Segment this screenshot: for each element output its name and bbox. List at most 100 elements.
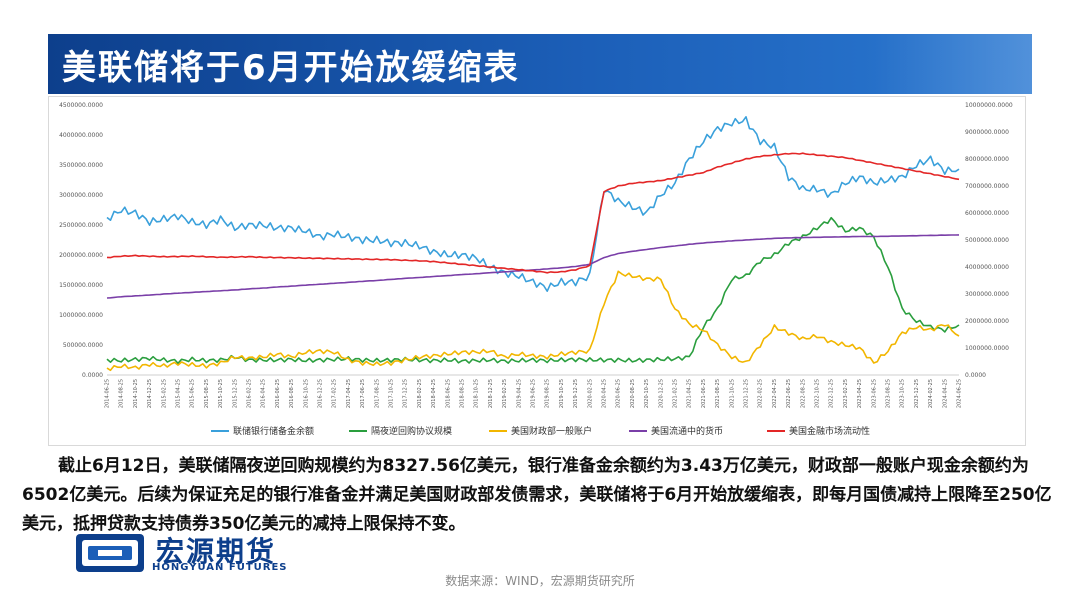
x-axis-tick-label: 2023-06-25 (871, 379, 877, 408)
x-axis-tick-label: 2021-06-25 (701, 379, 707, 408)
x-axis-tick-label: 2016-06-25 (275, 379, 281, 408)
x-axis-tick-label: 2017-08-25 (374, 379, 380, 408)
left-axis-tick-label: 2000000.0000 (59, 252, 103, 259)
logo-english: HONGYUAN FUTURES (152, 562, 288, 573)
left-axis-tick-label: 500000.0000 (63, 342, 103, 349)
x-axis-tick-label: 2019-04-25 (516, 379, 522, 408)
x-axis-tick-label: 2018-04-25 (431, 379, 437, 408)
x-axis-tick-label: 2023-08-25 (886, 379, 892, 408)
x-axis-tick-label: 2020-04-25 (602, 379, 608, 408)
x-axis-tick-label: 2020-06-25 (616, 379, 622, 408)
x-axis-tick-label: 2022-04-25 (772, 379, 778, 408)
x-axis-tick-label: 2017-06-25 (360, 379, 366, 408)
body-text: 截止6月12日，美联储隔夜逆回购规模约为8327.56亿美元，银行准备金余额约为… (22, 452, 1062, 539)
x-axis-tick-label: 2015-06-25 (190, 379, 196, 408)
series-line-隔夜逆回购协议规模 (106, 216, 960, 365)
x-axis-tick-label: 2017-10-25 (389, 379, 395, 408)
right-axis-tick-label: 8000000.0000 (965, 156, 1009, 163)
right-axis-tick-label: 4000000.0000 (965, 264, 1009, 271)
x-axis-tick-label: 2014-10-25 (133, 379, 139, 408)
right-axis-tick-label: 9000000.0000 (965, 129, 1009, 136)
x-axis-tick-label: 2016-10-25 (303, 379, 309, 408)
title-banner: 美联储将于6月开始放缓缩表 (48, 34, 1032, 94)
right-axis-tick-label: 7000000.0000 (965, 183, 1009, 190)
x-axis-tick-label: 2019-10-25 (559, 379, 565, 408)
x-axis-tick-label: 2021-08-25 (715, 379, 721, 408)
legend-label: 美国财政部一般账户 (511, 425, 592, 437)
liquidity-chart: 0.0000 500000.0000 1000000.0000 1500000.000… (59, 102, 1013, 437)
x-axis-tick-label: 2015-12-25 (232, 379, 238, 408)
x-axis-tick-label: 2022-08-25 (800, 379, 806, 408)
x-axis-tick-label: 2015-10-25 (218, 379, 224, 408)
x-axis-tick-label: 2019-12-25 (573, 379, 579, 408)
page-title: 美联储将于6月开始放缓缩表 (62, 48, 520, 88)
legend-label: 美国流通中的货币 (651, 425, 723, 437)
left-axis-tick-label: 4000000.0000 (59, 132, 103, 139)
x-axis-tick-label: 2017-12-25 (403, 379, 409, 408)
x-axis-tick-label: 2023-10-25 (900, 379, 906, 408)
x-axis-tick-label: 2020-12-25 (658, 379, 664, 408)
right-axis-tick-label: 10000000.0000 (965, 102, 1013, 109)
left-axis-tick-label: 0.0000 (82, 372, 103, 379)
x-axis-tick-label: 2021-10-25 (729, 379, 735, 408)
right-axis-tick-label: 1000000.0000 (965, 345, 1009, 352)
x-axis-tick-label: 2014-06-25 (105, 379, 111, 408)
x-axis-tick-label: 2023-02-25 (843, 379, 849, 408)
x-axis-tick-label: 2016-02-25 (247, 379, 253, 408)
series-line-美国财政部一般账户 (106, 270, 960, 372)
legend-label: 隔夜逆回购协议规模 (371, 425, 452, 437)
banner-decoration (872, 34, 1032, 94)
x-axis-tick-label: 2022-12-25 (829, 379, 835, 408)
x-axis-tick-label: 2018-08-25 (460, 379, 466, 408)
left-axis-tick-label: 1000000.0000 (59, 312, 103, 319)
x-axis-tick-label: 2018-06-25 (445, 379, 451, 408)
left-axis-tick-label: 3000000.0000 (59, 192, 103, 199)
x-axis-tick-label: 2021-12-25 (744, 379, 750, 408)
hongyuan-logo-icon (76, 534, 144, 572)
legend-label: 美国金融市场流动性 (789, 425, 870, 437)
x-axis-tick-label: 2019-08-25 (545, 379, 551, 408)
x-axis-tick-label: 2024-04-25 (942, 379, 948, 408)
chart-container: 0.0000 500000.0000 1000000.0000 1500000.000… (48, 96, 1026, 446)
x-axis-tick-label: 2018-12-25 (488, 379, 494, 408)
x-axis-tick-label: 2021-04-25 (687, 379, 693, 408)
left-axis-tick-label: 4500000.0000 (59, 102, 103, 109)
x-axis-tick-label: 2018-10-25 (474, 379, 480, 408)
series-line-美国流通中的货币 (106, 234, 960, 299)
series-line-联储银行储备金余额 (106, 115, 960, 292)
x-axis-tick-label: 2017-02-25 (332, 379, 338, 408)
right-axis-tick-label: 2000000.0000 (965, 318, 1009, 325)
x-axis-tick-label: 2015-02-25 (161, 379, 167, 408)
data-source: 数据来源：WIND，宏源期货研究所 (445, 574, 635, 588)
x-axis-tick-label: 2022-06-25 (786, 379, 792, 408)
x-axis-tick-label: 2016-04-25 (261, 379, 267, 408)
company-logo: 宏源期货 HONGYUAN FUTURES (74, 528, 314, 578)
left-axis-tick-label: 2500000.0000 (59, 222, 103, 229)
x-axis-tick-label: 2020-08-25 (630, 379, 636, 408)
legend-label: 联储银行储备金余额 (233, 425, 314, 437)
x-axis-tick-label: 2020-02-25 (587, 379, 593, 408)
left-axis-tick-label: 3500000.0000 (59, 162, 103, 169)
x-axis-tick-label: 2014-12-25 (147, 379, 153, 408)
right-axis-tick-label: 0.0000 (965, 372, 986, 379)
x-axis-tick-label: 2016-12-25 (318, 379, 324, 408)
x-axis-tick-label: 2022-02-25 (758, 379, 764, 408)
x-axis-tick-label: 2017-04-25 (346, 379, 352, 408)
x-axis-tick-label: 2024-02-25 (928, 379, 934, 408)
x-axis-tick-label: 2019-06-25 (531, 379, 537, 408)
x-axis-tick-label: 2016-08-25 (289, 379, 295, 408)
series-line-美国金融市场流动性 (106, 152, 960, 274)
x-axis-tick-label: 2014-08-25 (119, 379, 125, 408)
right-axis-tick-label: 6000000.0000 (965, 210, 1009, 217)
x-axis-tick-label: 2015-04-25 (176, 379, 182, 408)
x-axis-tick-label: 2022-10-25 (815, 379, 821, 408)
x-axis-tick-label: 2018-02-25 (417, 379, 423, 408)
x-axis-tick-label: 2021-02-25 (673, 379, 679, 408)
x-axis-tick-label: 2023-12-25 (914, 379, 920, 408)
right-axis-tick-label: 3000000.0000 (965, 291, 1009, 298)
left-axis-tick-label: 1500000.0000 (59, 282, 103, 289)
x-axis-tick-label: 2020-10-25 (644, 379, 650, 408)
x-axis-tick-label: 2023-04-25 (857, 379, 863, 408)
x-axis-tick-label: 2015-08-25 (204, 379, 210, 408)
x-axis-tick-label: 2024-06-25 (957, 379, 963, 408)
